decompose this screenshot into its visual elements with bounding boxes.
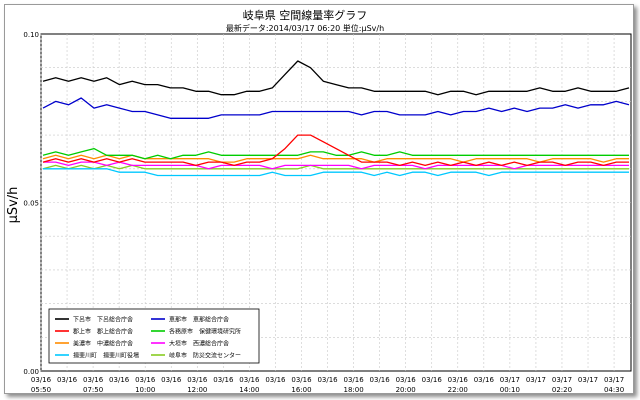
legend-entry: 美濃市 中濃総合庁舎 xyxy=(73,340,133,348)
x-tick-date: 03/17 xyxy=(604,376,624,384)
legend-entry: 恵那市 恵那総合庁舎 xyxy=(169,316,229,324)
x-tick-time: 02:20 xyxy=(552,386,572,393)
x-tick-time: 12:00 xyxy=(187,386,207,393)
x-tick-date: 03/16 xyxy=(109,376,130,384)
x-tick-time: 14:00 xyxy=(239,386,259,393)
x-tick-date: 03/16 xyxy=(396,376,417,384)
y-tick-label: 0.10 xyxy=(23,31,39,39)
x-tick-date: 03/16 xyxy=(291,376,312,384)
x-tick-date: 03/16 xyxy=(448,376,469,384)
x-tick-date: 03/16 xyxy=(422,376,443,384)
x-tick-date: 03/16 xyxy=(135,376,156,384)
x-tick-time: 07:50 xyxy=(83,386,103,393)
chart-title: 岐阜県 空間線量率グラフ xyxy=(243,8,368,22)
chart-frame: 岐阜県 空間線量率グラフ 最新データ:2014/03/17 06:20 単位:μ… xyxy=(4,4,634,394)
legend-entry: 郡上市 郡上総合庁舎 xyxy=(73,328,133,336)
x-tick-date: 03/16 xyxy=(317,376,338,384)
x-tick-date: 03/17 xyxy=(526,376,546,384)
x-tick-date: 03/16 xyxy=(187,376,208,384)
legend-entry: 各務原市 保健環境研究所 xyxy=(169,328,241,336)
series-layer xyxy=(42,60,630,177)
x-tick-date: 03/16 xyxy=(31,376,52,384)
series-line xyxy=(42,164,629,170)
series-line xyxy=(42,97,630,119)
x-tick-date: 03/17 xyxy=(500,376,520,384)
x-tick-date: 03/16 xyxy=(474,376,495,384)
x-tick-date: 03/16 xyxy=(57,376,78,384)
series-line xyxy=(43,168,629,177)
x-tick-time: 10:00 xyxy=(135,386,155,393)
legend-entry: 揖斐川町 揖斐川町役場 xyxy=(73,352,139,360)
x-tick-time: 20:00 xyxy=(396,386,416,393)
axis-layer: 0.00 0.05 0.10 03/16 05:50 03/16 03/16 07:50 03/… xyxy=(23,31,624,394)
x-tick-time: 18:00 xyxy=(343,386,363,393)
x-tick-date: 03/16 xyxy=(213,376,234,384)
x-tick-date: 03/16 xyxy=(343,376,364,384)
series-line xyxy=(42,134,629,167)
legend-entry: 下呂市 下呂総合庁舎 xyxy=(73,316,133,324)
x-tick-time: 05:50 xyxy=(31,386,51,393)
legend-box xyxy=(48,308,260,364)
legend-entry: 岐阜市 防災交流センター xyxy=(169,352,241,360)
x-tick-time: 16:00 xyxy=(291,386,311,393)
chart-subtitle: 最新データ:2014/03/17 06:20 単位:μSv/h xyxy=(226,23,384,33)
y-tick-label: 0.05 xyxy=(23,200,39,208)
line-chart: 岐阜県 空間線量率グラフ 最新データ:2014/03/17 06:20 単位:μ… xyxy=(6,8,632,394)
y-tick-label: 0.00 xyxy=(23,368,39,376)
x-tick-time: 22:00 xyxy=(448,386,468,393)
x-tick-date: 03/16 xyxy=(265,376,286,384)
y-axis-label: μSv/h xyxy=(6,187,21,224)
x-tick-date: 03/16 xyxy=(239,376,260,384)
series-line xyxy=(43,161,629,170)
x-tick-time: 04:30 xyxy=(604,386,624,393)
x-tick-date: 03/16 xyxy=(161,376,182,384)
series-line xyxy=(42,147,629,160)
x-tick-date: 03/16 xyxy=(370,376,391,384)
x-tick-date: 03/17 xyxy=(552,376,572,384)
x-tick-time: 00:10 xyxy=(500,386,520,393)
x-tick-date: 03/17 xyxy=(578,376,598,384)
x-tick-date: 03/16 xyxy=(83,376,104,384)
series-line xyxy=(42,60,630,96)
legend-entry: 大垣市 西濃総合庁舎 xyxy=(169,340,229,348)
